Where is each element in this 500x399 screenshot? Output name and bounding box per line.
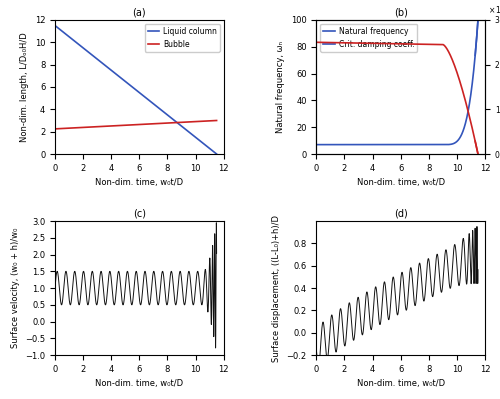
X-axis label: Non-dim. time, w₀t/D: Non-dim. time, w₀t/D [96, 379, 184, 388]
X-axis label: Non-dim. time, w₀t/D: Non-dim. time, w₀t/D [356, 379, 444, 388]
Legend: Liquid column, Bubble: Liquid column, Bubble [144, 24, 220, 52]
Y-axis label: Surface velocity, (w₀ + h)/w₀: Surface velocity, (w₀ + h)/w₀ [10, 228, 20, 348]
Y-axis label: Non-dim. length, L/Dₒ₀H/D: Non-dim. length, L/Dₒ₀H/D [20, 32, 29, 142]
Legend: Natural frequency, Crit. damping coeff.: Natural frequency, Crit. damping coeff. [320, 24, 417, 52]
Title: (c): (c) [133, 209, 146, 219]
X-axis label: Non-dim. time, w₀t/D: Non-dim. time, w₀t/D [356, 178, 444, 187]
X-axis label: Non-dim. time, w₀t/D: Non-dim. time, w₀t/D [96, 178, 184, 187]
Title: (a): (a) [132, 8, 146, 18]
Text: $\times\,10^{-3}$: $\times\,10^{-3}$ [488, 4, 500, 16]
Title: (d): (d) [394, 209, 407, 219]
Y-axis label: Surface displacement, ((L-L₀)+h)/D: Surface displacement, ((L-L₀)+h)/D [272, 215, 281, 361]
Title: (b): (b) [394, 8, 407, 18]
Y-axis label: Natural frequency, ωₙ: Natural frequency, ωₙ [276, 41, 285, 133]
